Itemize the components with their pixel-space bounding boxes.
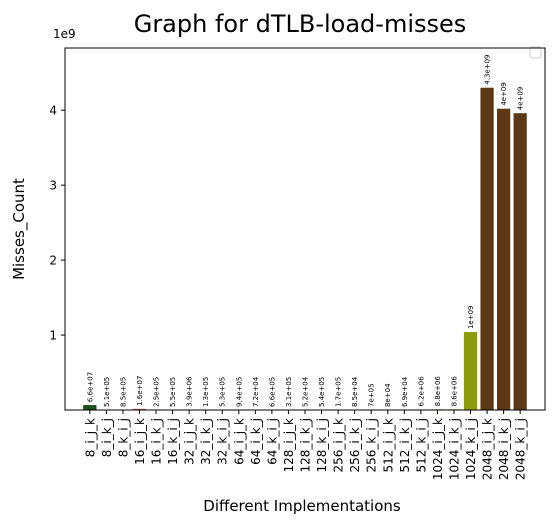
x-tick-label: 32_k_i_j — [216, 418, 230, 465]
bar — [497, 109, 510, 410]
value-label: 8.5e+05 — [119, 377, 127, 407]
value-label: 1.7e+05 — [335, 377, 343, 407]
value-label: 5.3e+05 — [219, 377, 227, 407]
value-label: 3.1e+05 — [285, 377, 293, 407]
value-label: 2.5e+05 — [153, 377, 161, 407]
x-tick-label: 256_i_j_k — [332, 418, 346, 473]
y-tick-label: 3 — [49, 179, 57, 193]
x-tick-label: 128_i_k_j — [299, 418, 313, 473]
x-tick-label: 16_k_i_j — [166, 418, 180, 465]
x-tick-label: 1024_k_i_j — [464, 418, 478, 480]
x-tick-label: 32_i_k_j — [199, 418, 213, 465]
value-label: 1.6e+07 — [136, 376, 144, 406]
value-label: 7e+05 — [368, 383, 376, 407]
x-tick-label: 64_i_k_j — [249, 418, 263, 465]
bar — [514, 113, 527, 410]
x-tick-label: 8_i_k_j — [100, 418, 114, 457]
x-tick-label: 2048_i_k_j — [497, 418, 511, 480]
x-tick-label: 32_i_j_k — [183, 418, 197, 465]
value-label: 1e+09 — [467, 306, 475, 330]
value-label: 9.4e+05 — [235, 377, 243, 407]
value-label: 8e+04 — [384, 383, 392, 407]
x-tick-label: 1024_i_k_j — [447, 418, 461, 480]
x-tick-label: 512_k_i_j — [414, 418, 428, 473]
y-offset-label: 1e9 — [53, 27, 76, 41]
x-tick-label: 16_i_k_j — [150, 418, 164, 465]
value-label: 8.5e+04 — [351, 376, 359, 407]
x-tick-label: 128_k_i_j — [315, 418, 329, 473]
value-label: 1.3e+05 — [202, 377, 210, 407]
value-label: 6.9e+04 — [401, 376, 409, 407]
value-label: 4.3e+09 — [484, 55, 492, 85]
value-label: 5.5e+05 — [169, 377, 177, 407]
y-tick-label: 2 — [49, 254, 57, 268]
y-tick-label: 4 — [49, 104, 57, 118]
value-label: 6.2e+06 — [417, 376, 425, 407]
value-label: 5.2e+04 — [302, 376, 310, 407]
x-tick-label: 128_i_j_k — [282, 418, 296, 473]
bar — [480, 88, 493, 410]
x-tick-label: 1024_i_j_k — [431, 418, 445, 480]
value-label: 7.2e+04 — [252, 376, 260, 407]
value-label: 4e+09 — [517, 87, 525, 111]
x-tick-label: 64_k_i_j — [265, 418, 279, 465]
value-label: 5.4e+05 — [318, 377, 326, 407]
bar — [464, 332, 477, 410]
x-axis-label: Different Implementations — [203, 497, 401, 515]
x-tick-label: 2048_k_i_j — [514, 418, 528, 480]
bar — [83, 405, 96, 410]
value-label: 5.1e+05 — [103, 377, 111, 407]
x-tick-label: 16_i_j_k — [133, 418, 147, 465]
x-tick-label: 512_i_k_j — [398, 418, 412, 473]
x-tick-label: 256_k_i_j — [365, 418, 379, 473]
x-tick-label: 64_i_j_k — [232, 418, 246, 465]
x-tick-label: 512_i_j_k — [381, 418, 395, 473]
x-tick-label: 8_i_j_k — [83, 418, 97, 457]
value-label: 8.8e+06 — [434, 376, 442, 407]
value-label: 6.6e+05 — [268, 377, 276, 407]
x-tick-label: 256_i_k_j — [348, 418, 362, 473]
value-label: 6.6e+07 — [86, 372, 94, 402]
y-axis-label: Misses_Count — [10, 178, 29, 280]
y-tick-label: 1 — [49, 329, 57, 343]
x-tick-label: 8_k_i_j — [116, 418, 130, 457]
legend — [530, 47, 541, 58]
chart-title: Graph for dTLB-load-misses — [134, 10, 467, 38]
value-label: 3.9e+06 — [186, 376, 194, 407]
value-label: 4e+09 — [500, 82, 508, 106]
value-label: 8.6e+06 — [450, 376, 458, 407]
x-tick-label: 2048_i_j_k — [481, 418, 495, 480]
